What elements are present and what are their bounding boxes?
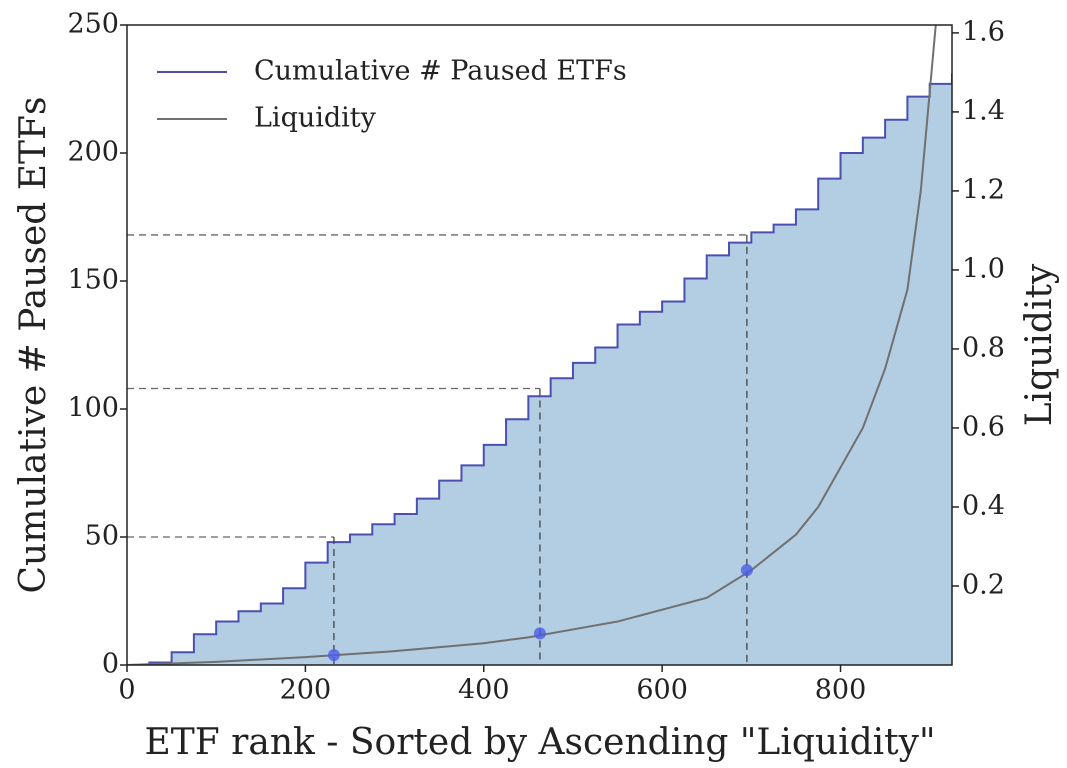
x-tick-label: 400	[458, 675, 510, 706]
marker-dot	[533, 627, 546, 640]
legend-label: Liquidity	[254, 103, 377, 134]
y2-tick-label: 1.4	[962, 95, 1005, 126]
series-line	[127, 25, 937, 665]
y2-tick-label: 1.0	[962, 253, 1005, 284]
x-tick-label: 800	[815, 675, 867, 706]
y-tick-label: 250	[67, 9, 119, 40]
y-tick-label: 200	[67, 137, 119, 168]
x-tick-label: 600	[636, 675, 688, 706]
y-axis-label: Cumulative # Paused ETFs	[13, 97, 54, 594]
legend-label: Cumulative # Paused ETFs	[254, 56, 627, 87]
series-line	[127, 73, 952, 665]
y2-tick-label: 1.2	[962, 174, 1005, 205]
y2-tick-label: 0.4	[962, 490, 1005, 521]
area	[127, 73, 952, 665]
y2-tick-label: 0.6	[962, 411, 1005, 442]
y-tick-label: 100	[67, 393, 119, 424]
marker-dot	[327, 649, 340, 662]
y-tick-label: 150	[67, 265, 119, 296]
y-tick-label: 0	[102, 649, 119, 680]
y-tick-label: 50	[85, 521, 119, 552]
y2-tick-label: 1.6	[962, 16, 1005, 47]
x-tick-label: 0	[118, 675, 135, 706]
x-tick-label: 200	[280, 675, 332, 706]
marker-dot	[740, 564, 753, 577]
y2-tick-label: 0.8	[962, 332, 1005, 363]
y2-tick-label: 0.2	[962, 569, 1005, 600]
y2-axis-label: Liquidity	[1019, 263, 1060, 426]
plot-frame	[126, 24, 953, 666]
x-axis-label: ETF rank - Sorted by Ascending "Liquidit…	[144, 722, 935, 763]
